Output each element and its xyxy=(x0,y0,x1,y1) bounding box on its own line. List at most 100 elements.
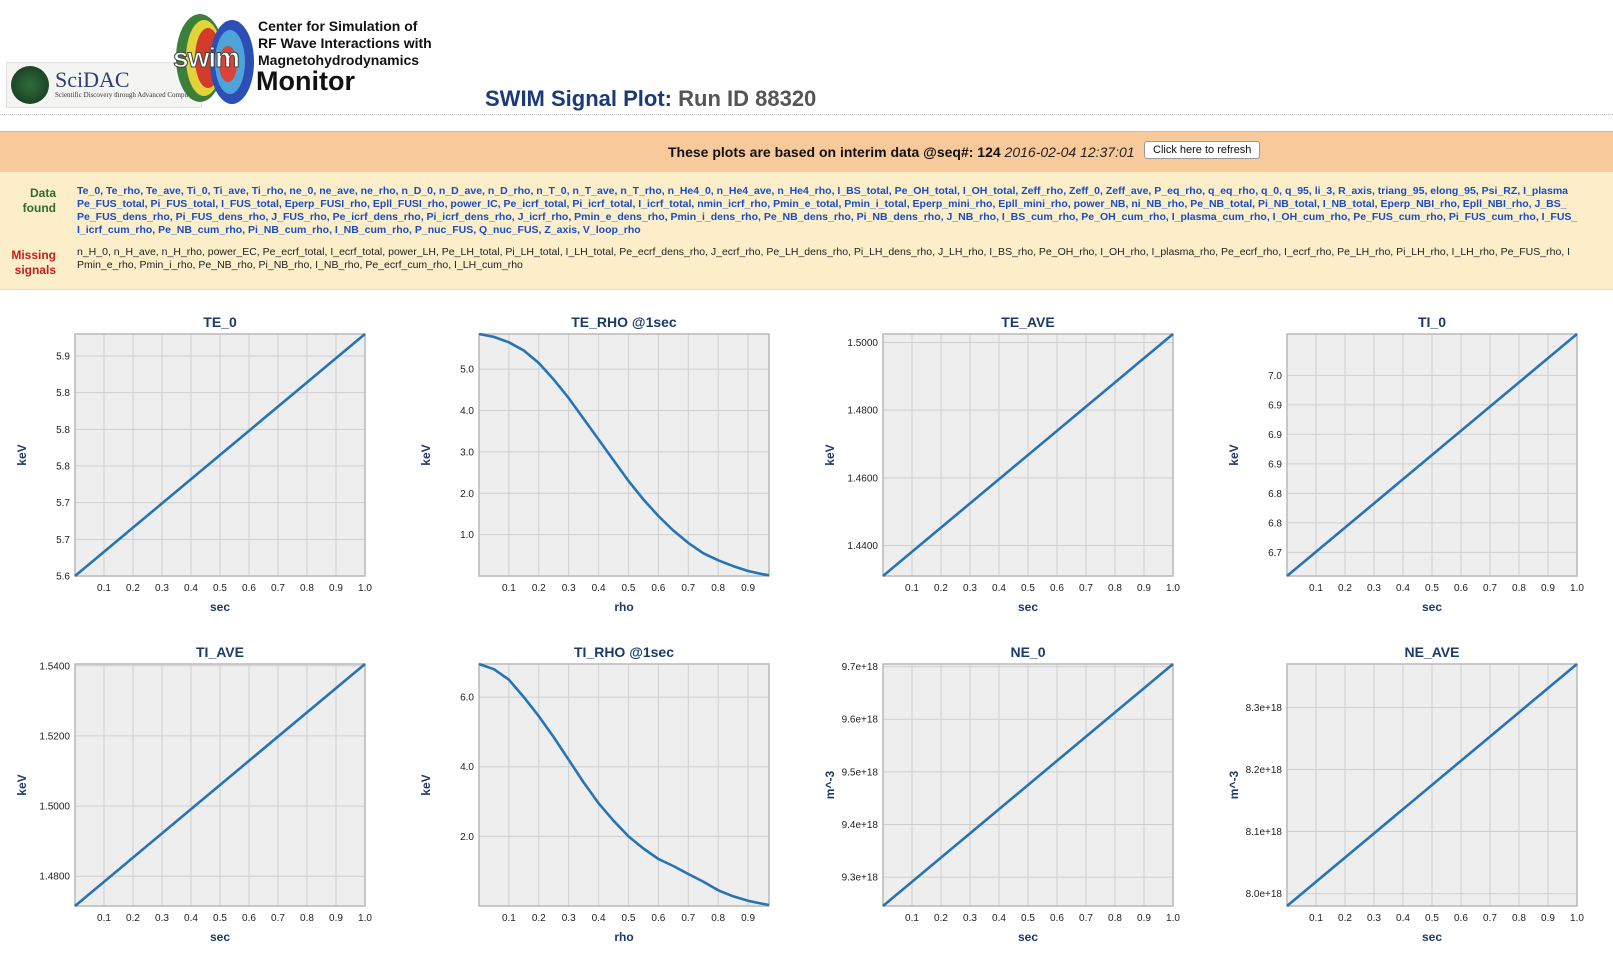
series-line xyxy=(74,333,366,577)
y-tick-label: 6.9 xyxy=(1268,400,1282,411)
x-tick-label: 0.8 xyxy=(1512,913,1526,924)
x-axis-label: sec xyxy=(210,600,230,614)
scidac-tagline: Scientific Discovery through Advanced Co… xyxy=(55,91,199,99)
x-axis-label: sec xyxy=(1422,930,1442,944)
x-tick-label: 0.3 xyxy=(963,583,977,594)
x-tick-label: 0.5 xyxy=(213,913,227,924)
x-tick-label: 0.1 xyxy=(97,583,111,594)
x-tick-label: 0.1 xyxy=(905,913,919,924)
y-axis-label: m^-3 xyxy=(1227,771,1241,800)
x-tick-label: 1.0 xyxy=(1166,913,1180,924)
chart-ti-ave[interactable]: 0.1 0.2 0.3 0.4 0.5 0.6 0.7 0.8 0.9 1.0 1.4800 1.50… xyxy=(0,638,404,968)
y-tick-label: 1.4600 xyxy=(847,473,878,484)
x-tick-label: 0.8 xyxy=(711,583,725,594)
x-tick-label: 0.6 xyxy=(242,913,256,924)
y-tick-label: 6.9 xyxy=(1268,430,1282,441)
banner-text: These plots are based on interim data @s… xyxy=(668,144,974,160)
center-name-line3: Magnetohydrodynamics xyxy=(258,52,420,68)
chart-title: TE_AVE xyxy=(1001,314,1054,330)
x-tick-label: 0.3 xyxy=(155,583,169,594)
x-tick-label: 0.2 xyxy=(934,913,948,924)
interim-data-banner: These plots are based on interim data @s… xyxy=(0,131,1613,173)
y-tick-label: 6.0 xyxy=(460,693,474,704)
chart-te-0[interactable]: 0.1 0.2 0.3 0.4 0.5 0.6 0.7 0.8 0.9 1.0 5.6 5.7 5.7 5… xyxy=(0,308,404,638)
x-tick-label: 0.8 xyxy=(300,583,314,594)
signal-links-line[interactable]: Pe_FUS_total, Pi_FUS_total, I_FUS_total,… xyxy=(77,198,1567,210)
center-name-line1: Center for Simulation of xyxy=(258,18,418,34)
y-axis-label: keV xyxy=(1227,444,1241,465)
y-tick-label: 1.0 xyxy=(460,530,474,541)
chart-title: TE_0 xyxy=(203,314,237,330)
chart-te-rho[interactable]: 0.1 0.2 0.3 0.4 0.5 0.6 0.7 0.8 0.9 1.0 2.0 3.0 4.0 5… xyxy=(404,308,808,638)
plot-area xyxy=(479,664,769,906)
x-tick-label: 0.7 xyxy=(271,913,285,924)
y-tick-label: 5.0 xyxy=(460,365,474,376)
swim-logo-icon[interactable] xyxy=(170,10,256,106)
plot-area xyxy=(479,334,769,576)
scidac-logo[interactable]: SciDAC Scientific Discovery through Adva… xyxy=(6,62,202,108)
x-tick-label: 0.7 xyxy=(1483,913,1497,924)
x-tick-label: 0.8 xyxy=(1108,583,1122,594)
y-tick-label: 5.6 xyxy=(56,572,70,583)
x-tick-label: 0.2 xyxy=(126,913,140,924)
y-tick-label: 9.4e+18 xyxy=(842,820,879,831)
x-tick-label: 0.6 xyxy=(1050,913,1064,924)
x-tick-label: 0.9 xyxy=(329,913,343,924)
y-tick-label: 1.4800 xyxy=(847,406,878,417)
run-id: Run ID 88320 xyxy=(678,86,817,111)
signal-links-line[interactable]: I_icrf_cum_rho, Pe_NB_cum_rho, Pi_NB_cum… xyxy=(77,224,641,236)
signals-panel: Data found Te_0, Te_rho, Te_ave, Ti_0, T… xyxy=(0,172,1613,290)
banner-seq: 124 xyxy=(977,144,1001,160)
y-axis-label: keV xyxy=(419,444,433,465)
x-tick-label: 0.1 xyxy=(502,583,516,594)
series-line xyxy=(74,663,366,907)
scidac-name: SciDAC xyxy=(55,67,130,92)
y-tick-label: 5.8 xyxy=(56,425,70,436)
x-tick-label: 0.1 xyxy=(1309,913,1323,924)
x-tick-label: 0.6 xyxy=(1050,583,1064,594)
x-tick-label: 0.9 xyxy=(1541,583,1555,594)
x-tick-label: 0.9 xyxy=(1137,913,1151,924)
x-tick-label: 0.3 xyxy=(562,583,576,594)
y-tick-label: 7.0 xyxy=(1268,371,1282,382)
plot-border xyxy=(882,663,1174,907)
x-tick-label: 0.8 xyxy=(1108,913,1122,924)
y-tick-label: 4.0 xyxy=(460,406,474,417)
x-tick-label: 0.5 xyxy=(622,913,636,924)
chart-title: TI_RHO @1sec xyxy=(574,644,674,660)
x-tick-label: 0.4 xyxy=(1396,583,1410,594)
refresh-button[interactable]: Click here to refresh xyxy=(1144,141,1261,159)
x-axis-label: sec xyxy=(1018,600,1038,614)
y-tick-label: 1.5400 xyxy=(39,661,70,672)
chart-title: NE_AVE xyxy=(1405,644,1460,660)
x-tick-label: 0.2 xyxy=(126,583,140,594)
signal-links-line[interactable]: Te_0, Te_rho, Te_ave, Ti_0, Ti_ave, Ti_r… xyxy=(77,185,1569,197)
header: SciDAC Scientific Discovery through Adva… xyxy=(0,0,1613,128)
y-axis-label: keV xyxy=(15,774,29,795)
y-tick-label: 9.7e+18 xyxy=(842,662,879,673)
data-found-list: Te_0, Te_rho, Te_ave, Ti_0, Ti_ave, Ti_r… xyxy=(77,185,1613,237)
plot-border xyxy=(74,333,366,577)
y-tick-label: 5.8 xyxy=(56,388,70,399)
chart-ti-0[interactable]: 0.1 0.2 0.3 0.4 0.5 0.6 0.7 0.8 0.9 1.0 6.7 6.8 6.8 6… xyxy=(1212,308,1613,638)
chart-ne-0[interactable]: 0.1 0.2 0.3 0.4 0.5 0.6 0.7 0.8 0.9 1.0 9.3e+18 9.4… xyxy=(808,638,1212,968)
x-tick-label: 0.8 xyxy=(1512,583,1526,594)
x-tick-label: 0.2 xyxy=(1338,913,1352,924)
x-tick-label: 0.9 xyxy=(741,583,755,594)
y-tick-label: 1.4800 xyxy=(39,872,70,883)
chart-title: NE_0 xyxy=(1010,644,1045,660)
plot-border xyxy=(1286,333,1578,577)
x-axis-label: rho xyxy=(614,930,633,944)
x-tick-label: 0.7 xyxy=(1079,583,1093,594)
plot-border xyxy=(478,333,770,577)
signal-links-line[interactable]: Pe_FUS_dens_rho, Pi_FUS_dens_rho, J_FUS_… xyxy=(77,211,1578,223)
y-axis-label: keV xyxy=(823,444,837,465)
chart-te-ave[interactable]: 0.1 0.2 0.3 0.4 0.5 0.6 0.7 0.8 0.9 1.0 1.4400 1.46… xyxy=(808,308,1212,638)
x-tick-label: 0.6 xyxy=(1454,583,1468,594)
chart-ti-rho[interactable]: 0.1 0.2 0.3 0.4 0.5 0.6 0.7 0.8 0.9 2.0 4.0 6.0 TI_R… xyxy=(404,638,808,968)
y-tick-label: 8.3e+18 xyxy=(1246,703,1283,714)
y-tick-label: 6.8 xyxy=(1268,489,1282,500)
y-tick-label: 5.9 xyxy=(56,352,70,363)
y-tick-label: 8.2e+18 xyxy=(1246,765,1283,776)
chart-ne-ave[interactable]: 0.1 0.2 0.3 0.4 0.5 0.6 0.7 0.8 0.9 1.0 8.0e+18 8.1… xyxy=(1212,638,1613,968)
